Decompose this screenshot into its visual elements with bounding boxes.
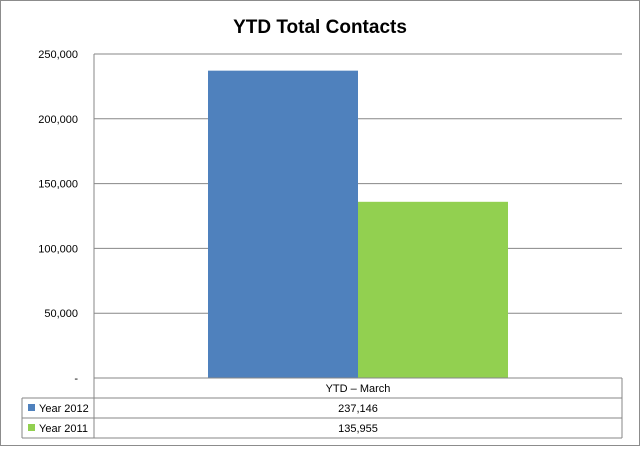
chart-title: YTD Total Contacts xyxy=(233,17,407,38)
y-tick-label: 100,000 xyxy=(38,243,78,255)
data-label: 135,955 xyxy=(338,423,378,435)
data-table: YTD – March Year 2012 237,146 Year 2011 135,… xyxy=(21,377,623,439)
bars xyxy=(208,70,508,378)
x-category-label: YTD – March xyxy=(326,383,391,395)
y-tick-label: 200,000 xyxy=(38,114,78,126)
gridlines xyxy=(93,53,622,378)
y-tick-label: 250,000 xyxy=(38,49,78,61)
legend-label: Year 2011 xyxy=(39,423,88,435)
data-label: 237,146 xyxy=(338,403,378,415)
y-tick-label: 150,000 xyxy=(38,179,78,191)
y-axis-tick-labels: - 50,000 100,000 150,000 200,000 250,000 xyxy=(38,49,78,385)
y-tick-label: 50,000 xyxy=(44,308,78,320)
y-tick-label: - xyxy=(74,373,78,385)
bar-year-2011 xyxy=(358,201,508,378)
legend-swatch xyxy=(28,404,35,411)
legend-swatch xyxy=(28,424,35,431)
legend-label: Year 2012 xyxy=(39,403,89,415)
bar-year-2012 xyxy=(208,70,358,378)
